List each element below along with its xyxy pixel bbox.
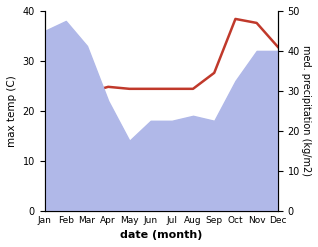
X-axis label: date (month): date (month) — [120, 230, 203, 240]
Y-axis label: med. precipitation (kg/m2): med. precipitation (kg/m2) — [301, 45, 311, 176]
Y-axis label: max temp (C): max temp (C) — [7, 75, 17, 147]
